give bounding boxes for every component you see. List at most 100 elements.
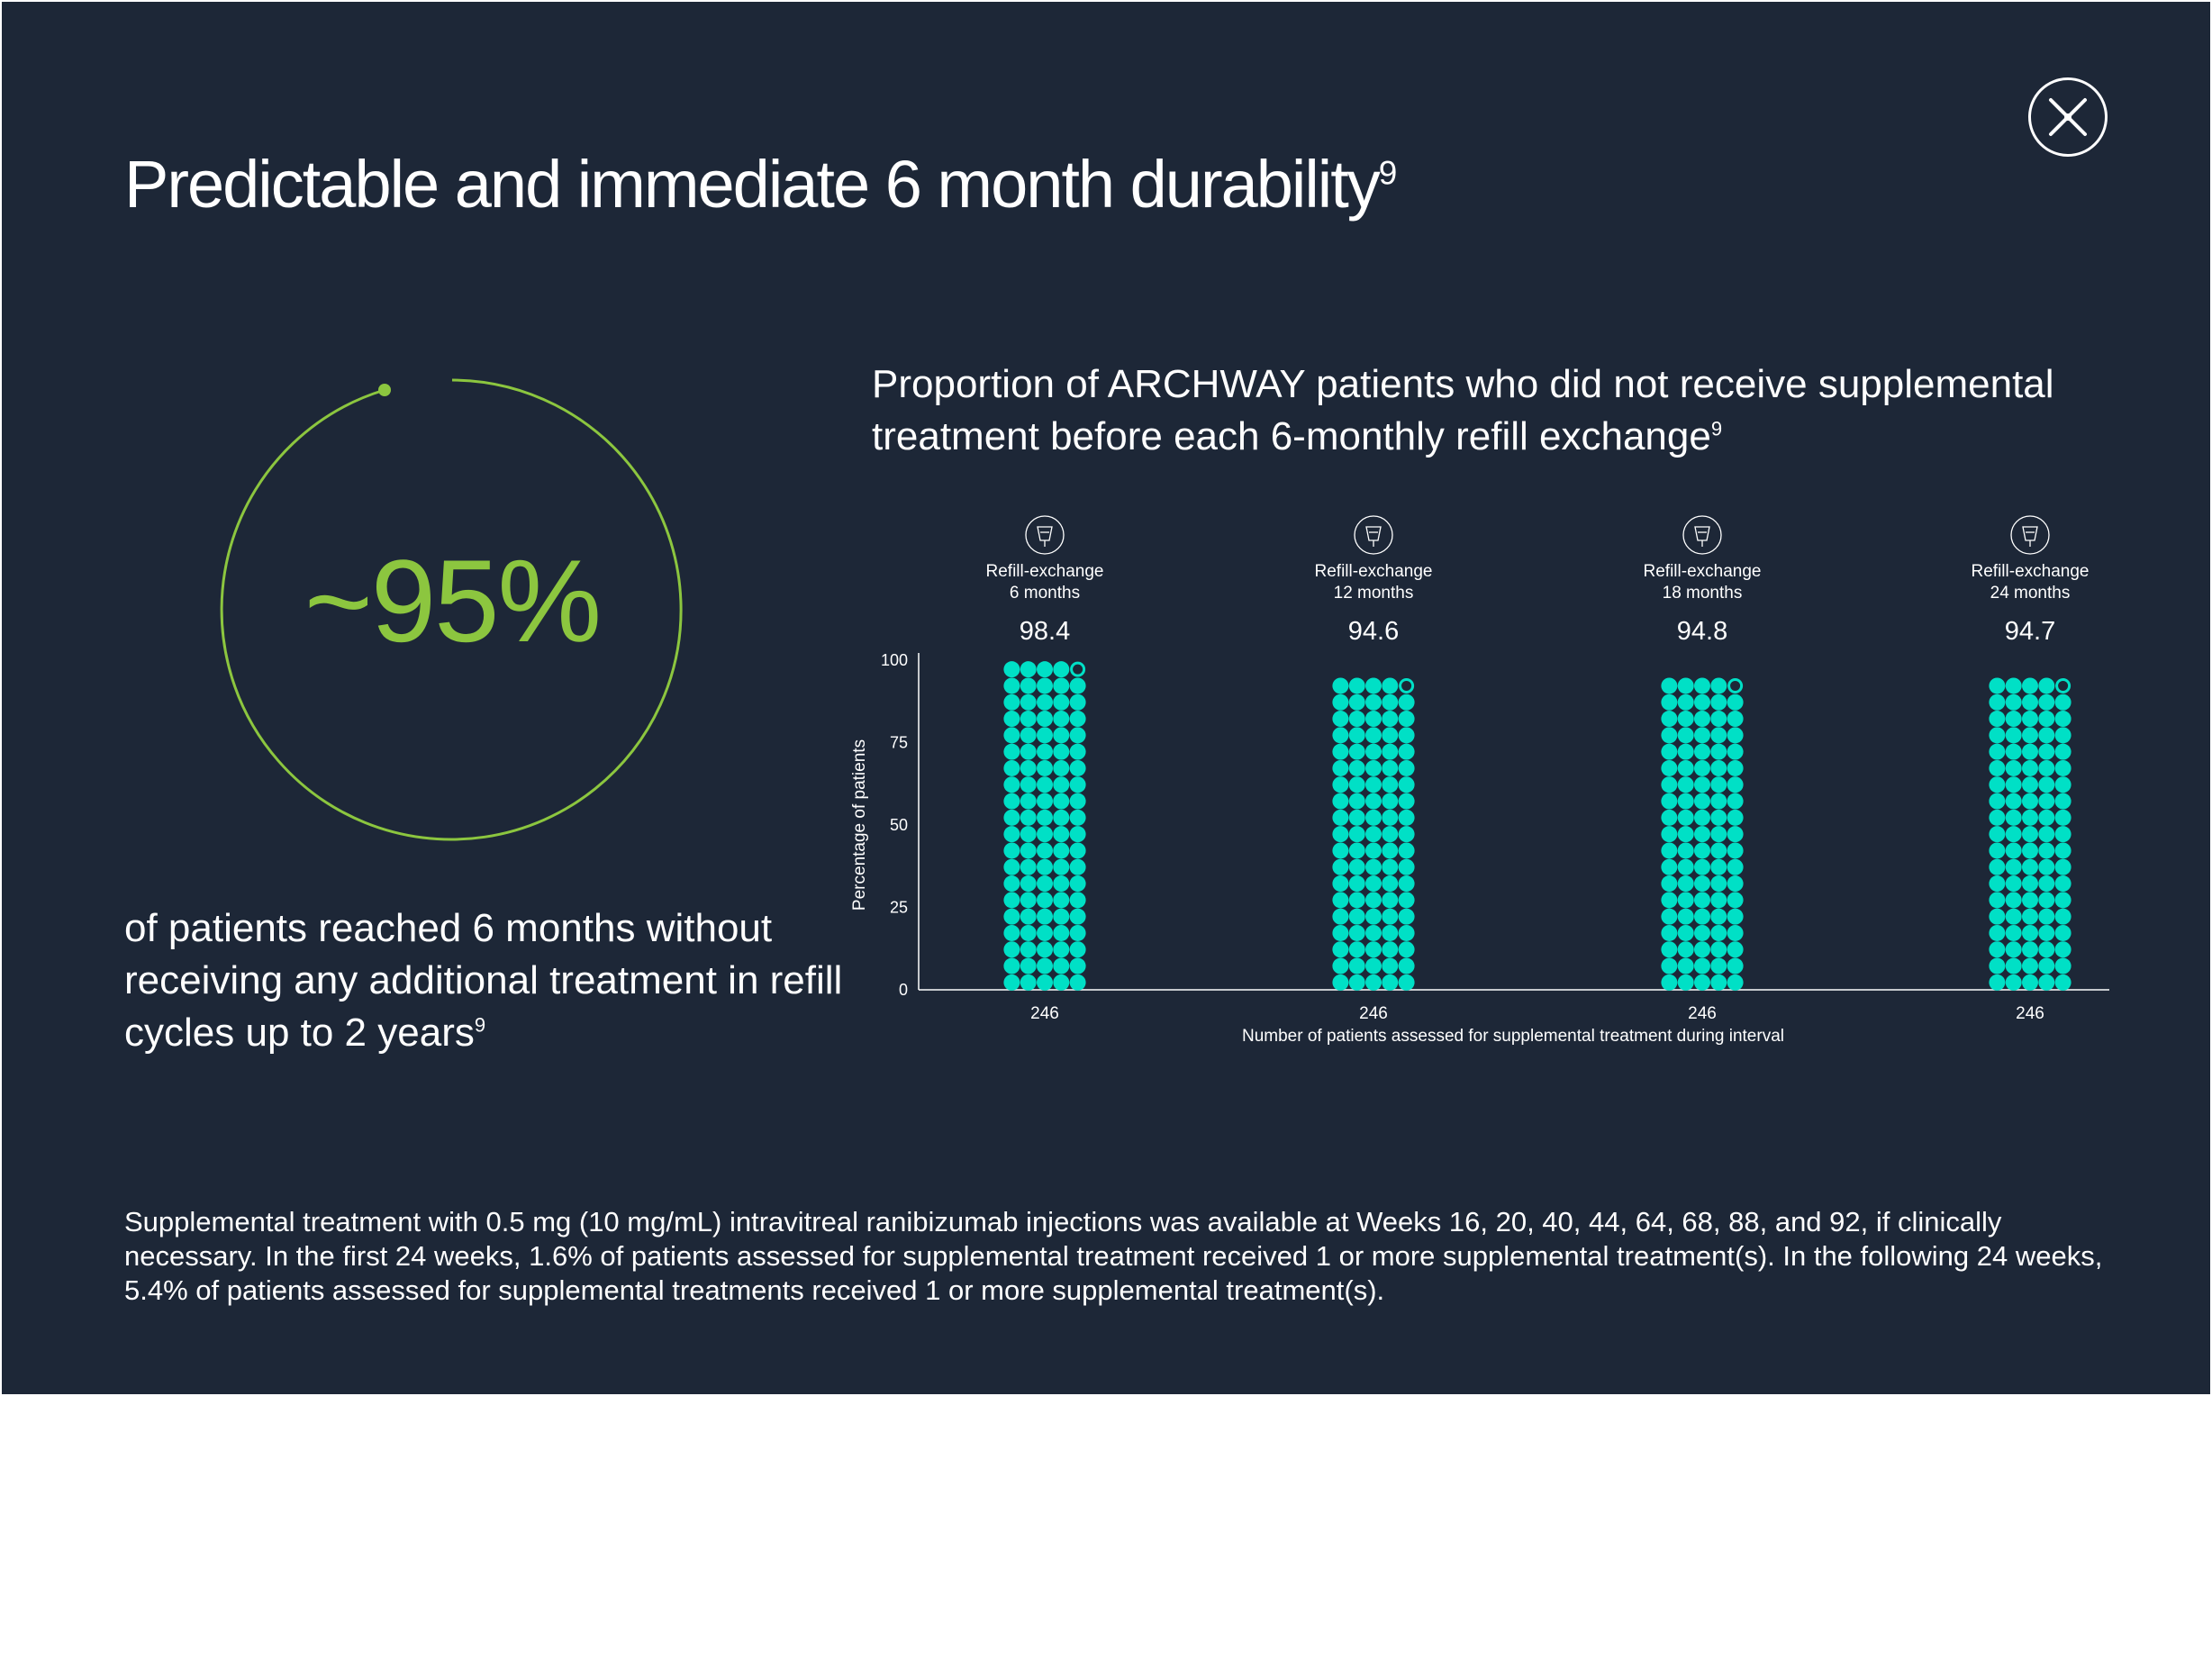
bar-dot — [2038, 711, 2055, 728]
bar-dot — [1003, 743, 1020, 760]
bar-dot — [1020, 793, 1037, 810]
bar-dot — [1069, 677, 1086, 694]
bar-dot — [1037, 809, 1053, 826]
bar-dot — [1661, 957, 1678, 975]
bar-dot — [1661, 875, 1678, 893]
bar-dot — [1677, 727, 1694, 744]
bar-dot — [1694, 759, 1710, 776]
bar-dot — [1710, 858, 1727, 875]
bar-dot — [1053, 793, 1070, 810]
bar-dot — [1398, 826, 1415, 843]
bar-dot — [1694, 826, 1710, 843]
bar-dot — [2054, 809, 2071, 826]
bar-dot — [1003, 908, 1020, 925]
bar-dot — [1989, 776, 2006, 793]
bar-dot — [1332, 858, 1349, 875]
bar-dot — [1037, 776, 1053, 793]
dot-column-chart: 0 25 50 75 100 Percentage of patients Number o… — [850, 515, 2109, 1046]
bar-dot — [1332, 924, 1349, 941]
bar-dot — [1365, 826, 1382, 843]
big-stat-value: ~95% — [304, 535, 602, 666]
bar-dot — [2038, 776, 2055, 793]
n-label: 246 — [1359, 1004, 1388, 1023]
page-title-reference: 9 — [1378, 154, 1398, 192]
bar-dot — [1020, 892, 1037, 909]
bar-dot — [2022, 957, 2038, 975]
bar-dot — [2038, 743, 2055, 760]
bar-dot — [1332, 908, 1349, 925]
bar-dot — [2038, 727, 2055, 744]
bar-dot — [1020, 727, 1037, 744]
bar-dot — [2005, 941, 2022, 958]
bar-dot — [1069, 826, 1086, 843]
bar-dot — [2054, 826, 2071, 843]
bar-dot — [1069, 941, 1086, 958]
bar-dot — [1020, 661, 1037, 678]
bar-dot — [1677, 677, 1694, 694]
bar-dot — [1037, 759, 1053, 776]
bar-dot — [1661, 924, 1678, 941]
bar-dot — [2054, 974, 2071, 991]
bar-dot — [2022, 793, 2038, 810]
bar-dot — [1710, 711, 1727, 728]
bar-dot — [1037, 941, 1053, 958]
bar-dot — [1382, 842, 1399, 859]
category-label: Refill-exchange — [1644, 562, 1762, 581]
bar-dot — [1037, 661, 1053, 678]
bar-dot — [2005, 809, 2022, 826]
bar-dot — [1989, 809, 2006, 826]
bar-dot — [1053, 743, 1070, 760]
bar-dot — [1989, 759, 2006, 776]
bar-dot — [1661, 711, 1678, 728]
bar-dot — [1694, 924, 1710, 941]
bar-dot — [1348, 809, 1365, 826]
refill-exchange-icon — [1682, 515, 1722, 555]
bar-dot — [2054, 743, 2071, 760]
bar-dot — [1365, 809, 1382, 826]
bar-dot — [1694, 776, 1710, 793]
bar-dot — [1348, 875, 1365, 893]
bar-dot — [1727, 974, 1744, 991]
bar-dot — [1037, 694, 1053, 711]
chart-title-reference: 9 — [1710, 417, 1723, 440]
bar-dot — [1710, 727, 1727, 744]
bar-dot — [1989, 924, 2006, 941]
bar-dot — [2054, 957, 2071, 975]
bar-dot — [1989, 677, 2006, 694]
category-label: 18 months — [1663, 584, 1743, 603]
bar-dot — [2038, 677, 2055, 694]
bar-dot — [1382, 743, 1399, 760]
close-button[interactable] — [2028, 77, 2108, 157]
bar-dot — [1332, 743, 1349, 760]
bar-dot — [2005, 793, 2022, 810]
bar-dot — [1710, 677, 1727, 694]
bar-dot — [1365, 727, 1382, 744]
bar-dot — [1382, 892, 1399, 909]
bar-dot — [1069, 793, 1086, 810]
bar-dot — [1037, 826, 1053, 843]
bar-dot — [1365, 875, 1382, 893]
refill-exchange-icon — [1025, 515, 1065, 555]
bar-dot — [2038, 858, 2055, 875]
bar-dot — [1710, 826, 1727, 843]
category-label: Refill-exchange — [1972, 562, 2090, 581]
value-label: 94.8 — [1677, 617, 1727, 646]
bar-dot — [2038, 941, 2055, 958]
bar-dot — [1661, 826, 1678, 843]
bar-dot — [1332, 826, 1349, 843]
bar-dot — [1727, 957, 1744, 975]
bar-dot — [1989, 974, 2006, 991]
bar-dot — [2054, 842, 2071, 859]
bar-dot — [1710, 694, 1727, 711]
bar-dot — [2038, 892, 2055, 909]
bar-dot — [2005, 826, 2022, 843]
bar-dot — [2054, 908, 2071, 925]
bar-dot — [1382, 727, 1399, 744]
footnote: Supplemental treatment with 0.5 mg (10 m… — [124, 1206, 2103, 1306]
bar-dot — [1365, 743, 1382, 760]
bar-dot — [1398, 711, 1415, 728]
bar-dot — [1053, 908, 1070, 925]
bar-dot — [1710, 924, 1727, 941]
bar-dot — [1332, 759, 1349, 776]
bar-dot — [1020, 842, 1037, 859]
